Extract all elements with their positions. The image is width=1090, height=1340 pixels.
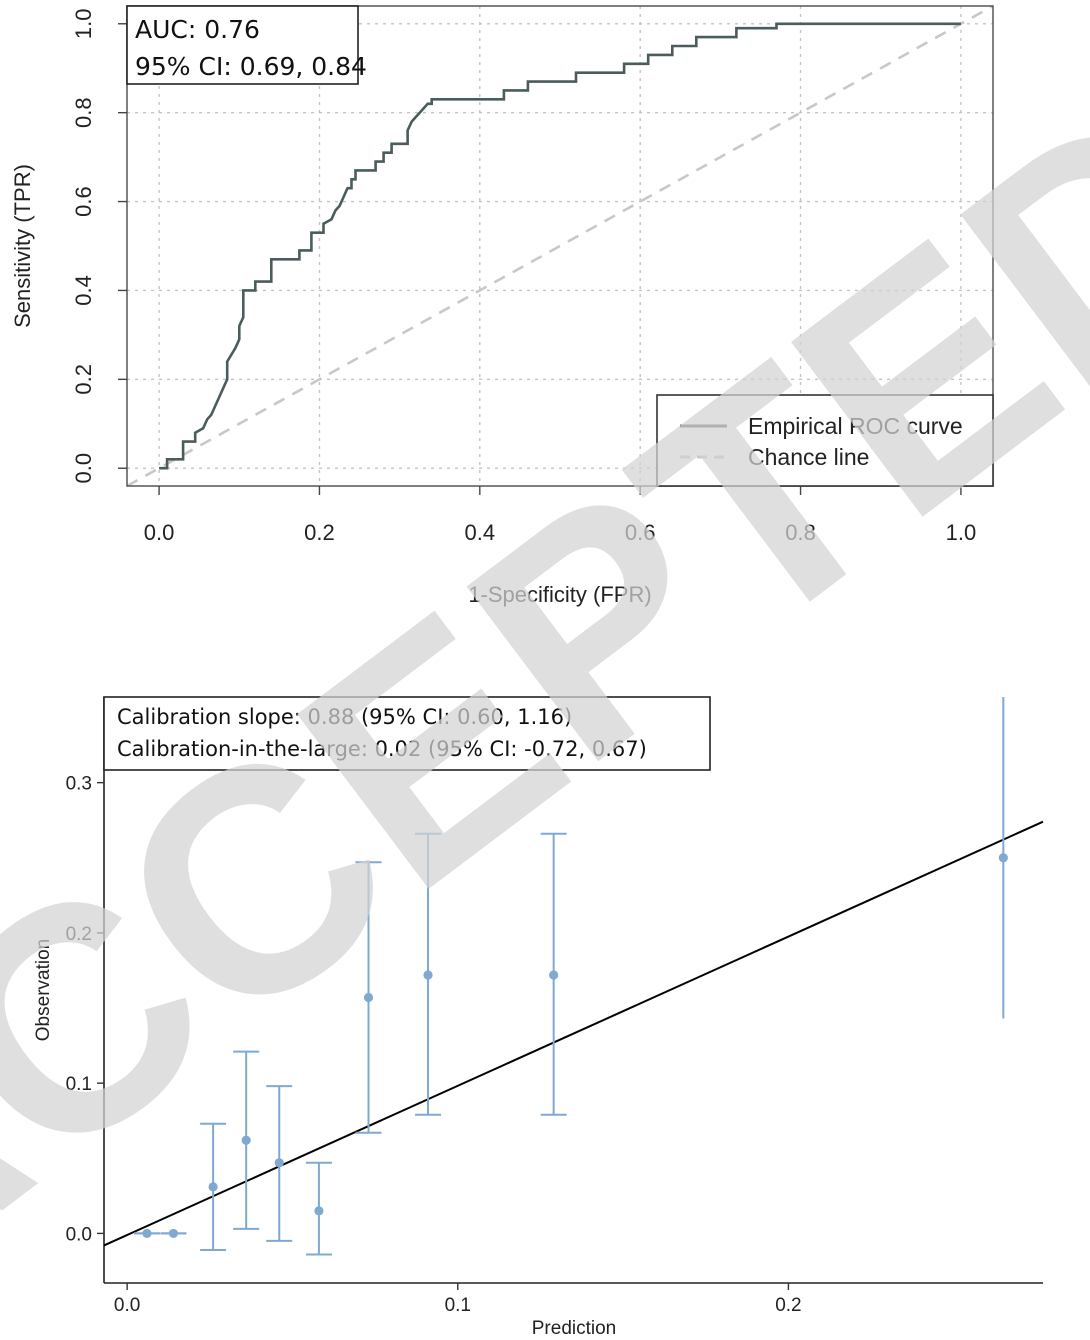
calib-y-axis-label: Observation (33, 939, 54, 1041)
watermark-text: ACCEPTED (0, 34, 1090, 1340)
legend-label-chance: Chance line (748, 444, 869, 470)
calibration-point (363, 992, 374, 1003)
calibration-annotation: Calibration slope: 0.88 (95% CI: 0.60, 1… (103, 696, 711, 771)
roc-y-tick-label: 0.0 (71, 453, 96, 484)
legend-label-roc: Empirical ROC curve (748, 413, 963, 439)
calib-x-tick-label: 0.0 (114, 1295, 140, 1316)
roc-x-tick-label: 0.0 (144, 520, 175, 545)
calibration-point (274, 1158, 284, 1168)
calibration-point-group (200, 1122, 227, 1251)
calibration-panel: 0.0 0.1 0.2 0.0 0.1 0.2 0.3 Prediction Observ… (33, 696, 1044, 1339)
roc-y-axis-label: Sensitivity (TPR) (10, 164, 35, 328)
calibration-itl-text: Calibration-in-the-large: 0.02 (95% CI: … (117, 737, 647, 761)
calibration-point (423, 970, 433, 980)
roc-chance-line (126, 4, 994, 488)
calibration-point-group (540, 832, 567, 1116)
roc-auc-annotation: AUC: 0.76 95% CI: 0.69, 0.84 (126, 5, 367, 85)
calibration-point-group (266, 1085, 293, 1242)
calibration-point-group (233, 1050, 260, 1230)
calib-y-axis: 0.0 0.1 0.2 0.3 (66, 774, 104, 1245)
roc-legend: Empirical ROC curve Chance line (656, 394, 994, 487)
calibration-point-group (160, 1228, 187, 1239)
calib-x-tick-label: 0.2 (775, 1295, 801, 1316)
calibration-point (142, 1228, 152, 1239)
roc-y-tick-label: 0.8 (71, 97, 96, 128)
roc-x-tick-label: 0.2 (304, 520, 335, 545)
calibration-point-group (355, 861, 382, 1134)
roc-y-tick-label: 0.6 (71, 186, 96, 217)
roc-legend-box (656, 394, 994, 487)
calibration-slope-text: Calibration slope: 0.88 (95% CI: 0.60, 1… (117, 705, 572, 729)
calibration-point-group (998, 697, 1008, 1019)
calib-x-tick-label: 0.1 (445, 1295, 471, 1316)
roc-y-tick-label: 0.2 (71, 364, 96, 395)
calibration-fit-line (103, 820, 1044, 1247)
roc-x-tick-label: 1.0 (946, 520, 977, 545)
calibration-point (549, 970, 559, 980)
roc-x-tick-label: 0.8 (785, 520, 816, 545)
calibration-point (998, 853, 1008, 863)
calibration-point (314, 1206, 324, 1216)
calibration-point-group (305, 1161, 332, 1256)
roc-ci-text: 95% CI: 0.69, 0.84 (135, 52, 367, 81)
roc-y-tick-label: 1.0 (71, 8, 96, 39)
calib-y-tick-label: 0.3 (66, 774, 92, 795)
roc-x-tick-label: 0.4 (465, 520, 496, 545)
calib-x-axis-label: Prediction (532, 1318, 617, 1339)
calib-x-axis: 0.0 0.1 0.2 (114, 1283, 802, 1316)
calibration-point-group (415, 832, 442, 1116)
calibration-point (168, 1228, 179, 1239)
roc-plot-frame (126, 5, 994, 487)
calibration-point (208, 1182, 218, 1192)
roc-curve-line (159, 22, 961, 470)
calibration-point (241, 1135, 251, 1145)
roc-x-tick-label: 0.6 (625, 520, 656, 545)
calib-y-tick-label: 0.0 (66, 1224, 92, 1245)
roc-x-axis-label: 1-Specificity (FPR) (468, 582, 651, 607)
roc-panel: 0.0 0.2 0.4 0.6 0.8 1.0 0.0 0.2 0.4 0.6 0.8 1.0 1-… (10, 4, 994, 607)
roc-y-axis: 0.0 0.2 0.4 0.6 0.8 1.0 (71, 8, 127, 484)
calibration-point-group (133, 1228, 160, 1239)
roc-y-tick-label: 0.4 (71, 275, 96, 306)
calib-y-tick-label: 0.2 (66, 924, 92, 945)
roc-x-axis: 0.0 0.2 0.4 0.6 0.8 1.0 (144, 486, 976, 545)
calib-y-tick-label: 0.1 (66, 1074, 92, 1095)
calibration-points (133, 697, 1008, 1256)
roc-auc-text: AUC: 0.76 (135, 15, 260, 44)
